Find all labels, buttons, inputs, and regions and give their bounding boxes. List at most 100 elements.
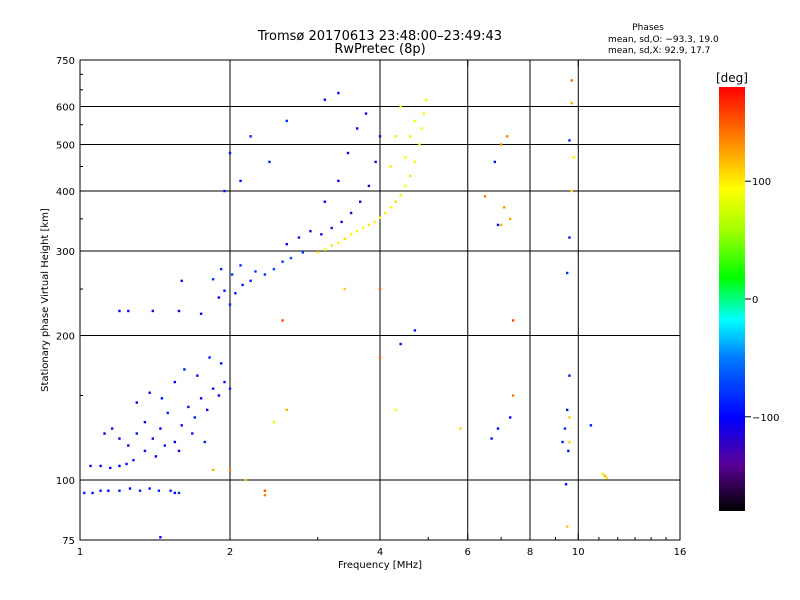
o-mode-point [330,226,333,230]
o-mode-point [364,112,368,115]
o-mode-point [561,440,564,444]
plot-frame [79,59,681,541]
x-mode-point [499,143,503,146]
x-mode-point [404,184,407,188]
x-mode-point [349,233,353,236]
o-mode-point [135,401,138,404]
x-mode-point [568,416,571,419]
chart-subtitle: RwPretec (8p) [334,42,425,57]
o-mode-point [589,424,593,427]
o-mode-point [223,380,226,384]
y-tick-label: 200 [56,332,75,343]
o-mode-point [199,397,203,400]
o-mode-point [103,432,106,435]
o-mode-point [187,405,190,409]
x-mode-point [511,394,515,397]
colorbar-tick-label: 100 [752,177,771,188]
o-mode-point [148,391,151,394]
x-mode-point [399,105,402,108]
x-mode-point [330,244,333,247]
x-mode-point [285,408,288,412]
x-mode-point [505,135,509,138]
x-mode-point [568,440,571,444]
o-mode-point [496,427,500,430]
data-points [83,79,608,539]
o-mode-point [127,444,130,447]
o-mode-point [177,491,181,495]
x-mode-point [499,223,503,227]
o-mode-point [159,427,162,430]
x-mode-point [281,319,284,322]
o-mode-point [355,127,359,130]
x-mode-point [337,241,340,245]
o-mode-point [490,437,493,440]
x-mode-point [409,135,412,138]
o-mode-point [180,424,183,427]
o-mode-point [148,487,151,490]
x-mode-point [389,165,392,168]
o-mode-point [223,189,226,193]
o-mode-point [567,449,570,453]
o-mode-point [138,489,142,492]
o-mode-point [180,279,183,283]
o-mode-point [163,444,167,447]
x-mode-point [570,189,573,193]
x-mode-point [263,493,267,497]
o-mode-point [239,264,242,267]
x-tick-label: 16 [674,547,687,558]
x-mode-point [424,98,428,101]
x-mode-point [361,226,365,230]
stats-heading: Phases [632,23,664,33]
stats-x-mode: mean, sd,X: 92.9, 17.7 [608,46,710,56]
x-mode-point [502,206,506,209]
o-mode-point [151,437,155,440]
o-mode-point [199,312,203,315]
o-mode-point [563,427,567,430]
o-mode-point [193,416,197,419]
o-mode-point [211,278,215,281]
x-mode-point [394,200,397,203]
x-axis-label: Frequency [MHz] [338,560,422,571]
o-mode-point [309,229,312,233]
o-mode-point [160,397,164,400]
o-mode-point [219,362,223,365]
x-mode-point [572,156,576,159]
x-tick-label: 8 [527,547,533,558]
o-mode-point [169,489,172,492]
o-mode-point [217,296,221,299]
o-mode-point [254,270,257,273]
o-mode-point [349,211,353,215]
y-tick-label: 600 [56,103,75,114]
o-mode-point [241,283,244,287]
o-mode-point [399,342,402,346]
o-mode-point [143,420,147,424]
x-mode-point [378,216,382,219]
x-mode-point [570,101,573,105]
x-mode-point [389,206,392,209]
x-tick-label: 1 [77,547,83,558]
o-mode-point [289,256,293,260]
colorbar-tick-label: 0 [752,295,758,306]
o-mode-point [166,411,169,415]
colorbar-ticks: 100 0 −100 [745,177,779,424]
o-mode-point [565,271,569,275]
o-mode-point [135,432,138,435]
o-mode-point [268,160,271,164]
o-mode-point [211,387,215,390]
o-mode-point [568,236,571,239]
o-mode-point [565,408,569,412]
x-mode-point [570,79,573,82]
o-mode-point [493,160,497,164]
x-mode-point [384,211,387,215]
o-mode-point [151,309,155,313]
x-mode-point [418,143,421,146]
o-mode-point [263,273,267,276]
o-mode-point [337,179,340,183]
o-mode-point [228,303,232,306]
x-mode-point [394,135,397,138]
x-mode-point [244,478,247,482]
x-mode-point [263,489,267,492]
o-mode-point [496,223,500,227]
x-mode-point [367,223,371,227]
y-tick-label: 100 [56,476,75,487]
